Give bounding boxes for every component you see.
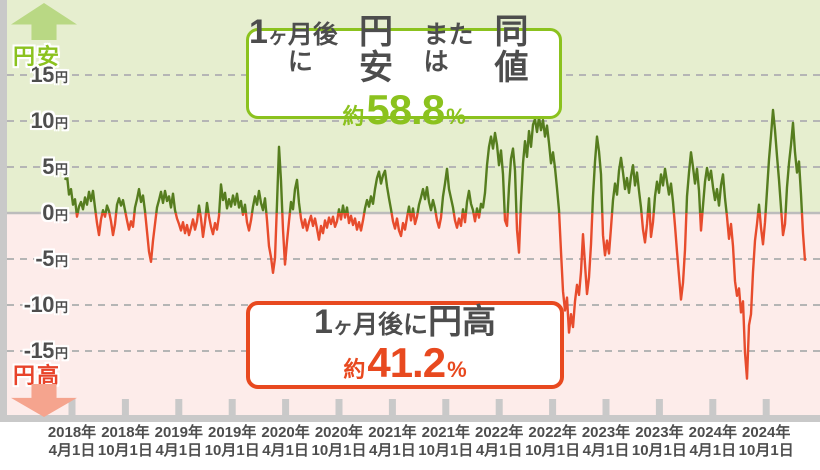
axis-tick — [121, 399, 129, 415]
callout-yen-weaker-percent: 約 58.8% — [342, 85, 466, 133]
callout-keyword-yen-stronger: 円高 — [427, 302, 496, 341]
x-axis-label: 2023年 4月1日 — [581, 424, 631, 459]
axis-tick — [388, 399, 396, 415]
region-label-yen-weaker: 円安 — [13, 44, 62, 69]
series-path-positive — [63, 108, 804, 213]
callout-text: または — [423, 21, 474, 76]
approx-label: 約 — [343, 357, 366, 383]
percent-sign: % — [447, 357, 467, 383]
percent-sign: % — [446, 103, 466, 129]
callout-text: 1 — [314, 302, 333, 341]
callout-keyword-same-value: 同値 — [494, 13, 529, 88]
region-label-yen-stronger: 円高 — [13, 363, 62, 388]
callout-text: 月後に — [287, 21, 338, 76]
percent-value: 41.2 — [367, 339, 446, 387]
axis-tick — [762, 399, 770, 415]
x-axis-label: 2020年 10月1日 — [311, 424, 367, 459]
x-axis-label: 2022年 10月1日 — [525, 424, 581, 459]
callout-text: 1 — [249, 13, 268, 52]
axis-tick — [549, 399, 557, 415]
x-axis-label: 2020年 4月1日 — [261, 424, 310, 459]
percent-value: 58.8 — [366, 85, 445, 133]
y-axis-label: 10 円 — [30, 108, 69, 133]
series-path-negative — [75, 213, 807, 380]
x-axis-label: 2021年 10月1日 — [418, 424, 474, 459]
approx-label: 約 — [342, 103, 365, 129]
x-axis-label: 2024年 4月1日 — [688, 424, 737, 459]
callout-text: ヶ — [267, 26, 288, 49]
x-axis-label: 2018年 10月1日 — [97, 424, 153, 459]
x-axis-label: 2019年 10月1日 — [204, 424, 260, 459]
axis-tick — [282, 399, 290, 415]
y-axis-label: -15 円 — [23, 338, 68, 363]
axis-tick — [442, 399, 450, 415]
y-axis-label: -10 円 — [23, 292, 68, 317]
x-axis-label: 2023年 10月1日 — [631, 424, 687, 459]
callout-keyword-yen-weaker: 円安 — [359, 13, 394, 88]
axis-tick — [335, 399, 343, 415]
callout-yen-stronger: 1 ヶ月後に 円高 約 41.2% — [246, 301, 564, 389]
axis-tick — [68, 399, 76, 415]
axis-tick — [655, 399, 663, 415]
axis-tick — [175, 399, 183, 415]
callout-yen-stronger-percent: 約 41.2% — [343, 342, 466, 385]
y-axis-frame — [0, 0, 7, 422]
axis-tick — [228, 399, 236, 415]
callout-yen-stronger-title: 1 ヶ月後に 円高 — [314, 302, 496, 341]
x-axis-frame — [0, 415, 820, 422]
callout-text: 月後に — [352, 310, 428, 339]
callout-yen-weaker-title: 1 ヶ月後に 円安 または 同値 — [249, 13, 559, 88]
y-axis-label: -5 円 — [35, 246, 68, 271]
callout-yen-weaker: 1 ヶ月後に 円安 または 同値 約 58.8% — [246, 14, 562, 131]
x-axis-label: 2021年 4月1日 — [368, 424, 417, 459]
x-axis-label: 2018年 4月1日 — [47, 424, 97, 459]
axis-tick — [602, 399, 610, 415]
axis-tick — [495, 399, 503, 415]
x-axis-label: 2022年 4月1日 — [475, 424, 524, 459]
x-axis-label: 2019年 4月1日 — [154, 424, 203, 459]
x-axis-label: 2024年 10月1日 — [738, 424, 794, 459]
axis-tick — [709, 399, 717, 415]
y-axis-label: 15 円 — [30, 62, 69, 87]
callout-text: ヶ — [332, 315, 353, 338]
